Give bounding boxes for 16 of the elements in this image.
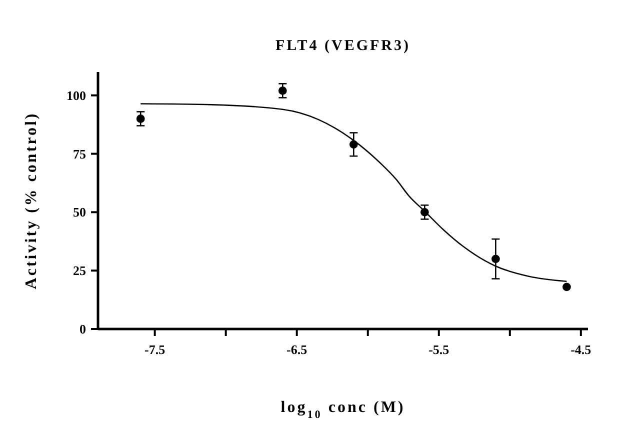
x-axis-title: log$_{10}$ conc (M) <box>280 399 406 421</box>
y-tick-label: 100 <box>66 88 86 103</box>
chart-title: FLT4 (VEGFR3) <box>275 38 411 54</box>
point <box>491 254 500 264</box>
x-tick-label: -6.5 <box>286 342 308 357</box>
x-tick-label: -5.5 <box>428 342 450 357</box>
x-tick-label: -4.5 <box>570 342 592 357</box>
y-tick-label: 75 <box>73 146 86 162</box>
x-tick-label: -7.5 <box>144 342 166 357</box>
point <box>278 86 287 95</box>
point <box>562 282 571 292</box>
y-axis-title: Activity (% control) <box>23 112 40 290</box>
y-tick-label: 25 <box>73 263 86 278</box>
point <box>136 114 145 123</box>
y-tick-label: 50 <box>73 204 86 220</box>
y-tick-label: 0 <box>80 322 86 337</box>
